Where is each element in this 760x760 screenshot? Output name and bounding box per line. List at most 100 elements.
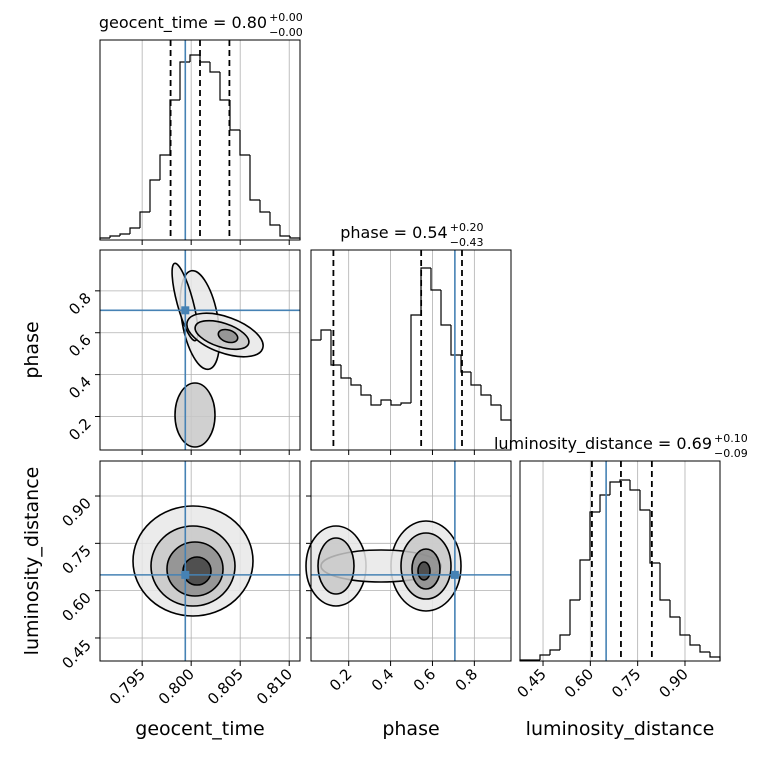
x-axis-label: geocent_time — [135, 718, 264, 740]
hist-step — [589, 511, 600, 560]
density-contour — [317, 537, 355, 595]
hist-step — [229, 100, 240, 131]
density-contour — [174, 382, 216, 448]
truth-marker — [450, 570, 459, 579]
hist-step — [209, 62, 220, 73]
panel-frame — [99, 39, 301, 241]
hist-step — [470, 372, 482, 386]
title-sub: −0.43 — [450, 236, 484, 249]
hist-step — [490, 395, 502, 406]
hist-step — [599, 494, 610, 512]
hist-step — [380, 399, 391, 405]
hist-step — [179, 61, 190, 100]
panel-frame — [310, 460, 512, 662]
y-tick-label: 0.60 — [58, 589, 94, 625]
hist-step — [699, 645, 710, 653]
x-tick-label: 0.75 — [608, 665, 644, 701]
hist-step — [420, 267, 431, 315]
hist-step — [139, 211, 150, 228]
hist-step — [410, 314, 422, 403]
truth-marker — [181, 306, 190, 315]
panel-frame — [99, 460, 301, 662]
hist-step — [330, 330, 342, 366]
hist-step — [539, 654, 550, 660]
y-axis-label: luminosity_distance — [21, 467, 43, 656]
hist-step — [639, 490, 650, 511]
panel-title: geocent_time = 0.80 — [99, 13, 267, 33]
x-tick-label: 0.45 — [514, 665, 550, 701]
density-contour — [417, 561, 431, 581]
y-tick-label: 0.4 — [65, 373, 95, 403]
hist-step — [669, 600, 680, 618]
hist-step — [129, 227, 140, 234]
hist-step — [629, 480, 640, 491]
y-tick-label: 0.2 — [65, 415, 95, 445]
hist-step — [579, 559, 590, 600]
title-sub: −0.00 — [269, 26, 303, 39]
x-tick-label: 0.2 — [326, 665, 356, 695]
truth-marker — [181, 570, 190, 579]
x-tick-label: 0.805 — [204, 665, 247, 708]
y-tick-label: 0.8 — [65, 289, 95, 319]
hist-step — [460, 355, 471, 373]
hist-step — [199, 55, 210, 63]
panel-frame — [99, 249, 301, 451]
y-tick-label: 0.75 — [58, 541, 94, 577]
title-sub: −0.09 — [714, 447, 748, 460]
hist-step — [320, 329, 331, 340]
x-tick-label: 0.800 — [155, 665, 198, 708]
x-tick-label: 0.6 — [410, 665, 440, 695]
hist-step — [310, 339, 322, 450]
y-tick-label: 0.90 — [58, 494, 94, 530]
panel-frame — [310, 249, 512, 451]
x-tick-label: 0.4 — [368, 665, 398, 695]
hist-step — [649, 510, 660, 564]
title-sup: +0.20 — [450, 221, 484, 234]
hist-step — [350, 378, 362, 386]
panel-frame — [519, 460, 721, 662]
x-tick-label: 0.90 — [655, 665, 691, 701]
hist-step — [360, 385, 371, 396]
hist-step — [679, 617, 690, 636]
hist-step — [569, 599, 580, 635]
hist-step — [259, 200, 270, 213]
x-tick-label: 0.795 — [106, 665, 149, 708]
x-axis-label: luminosity_distance — [526, 718, 715, 740]
hist-step — [390, 400, 402, 406]
hist-step — [289, 236, 301, 240]
hist-step — [619, 479, 630, 482]
x-tick-label: 0.8 — [452, 665, 482, 695]
y-axis-label: phase — [21, 321, 43, 378]
hist-step — [559, 634, 570, 650]
panel-title: luminosity_distance = 0.69 — [494, 434, 712, 454]
hist-step — [480, 385, 491, 396]
hist-step — [340, 365, 351, 379]
y-tick-label: 0.45 — [58, 636, 94, 672]
hist-step — [239, 130, 250, 156]
hist-step — [659, 563, 670, 601]
hist-step — [450, 325, 462, 356]
hist-step — [109, 235, 120, 238]
hist-step — [430, 268, 442, 291]
hist-step — [269, 212, 280, 226]
hist-step — [400, 402, 411, 405]
x-tick-label: 0.810 — [253, 665, 296, 708]
x-axis-label: phase — [382, 718, 439, 740]
hist-step — [189, 54, 200, 62]
hist-step — [149, 179, 160, 212]
y-tick-label: 0.6 — [65, 331, 95, 361]
hist-step — [159, 154, 170, 180]
panel-title: phase = 0.54 — [340, 223, 447, 242]
title-sup: +0.00 — [269, 11, 303, 24]
hist-step — [609, 481, 620, 495]
hist-step — [709, 652, 721, 661]
hist-step — [689, 635, 700, 646]
hist-step — [119, 233, 130, 236]
hist-step — [549, 649, 560, 655]
x-tick-label: 0.60 — [561, 665, 597, 701]
hist-step — [219, 72, 230, 101]
density-contour — [217, 328, 239, 344]
hist-step — [249, 155, 260, 201]
title-sup: +0.10 — [714, 432, 748, 445]
